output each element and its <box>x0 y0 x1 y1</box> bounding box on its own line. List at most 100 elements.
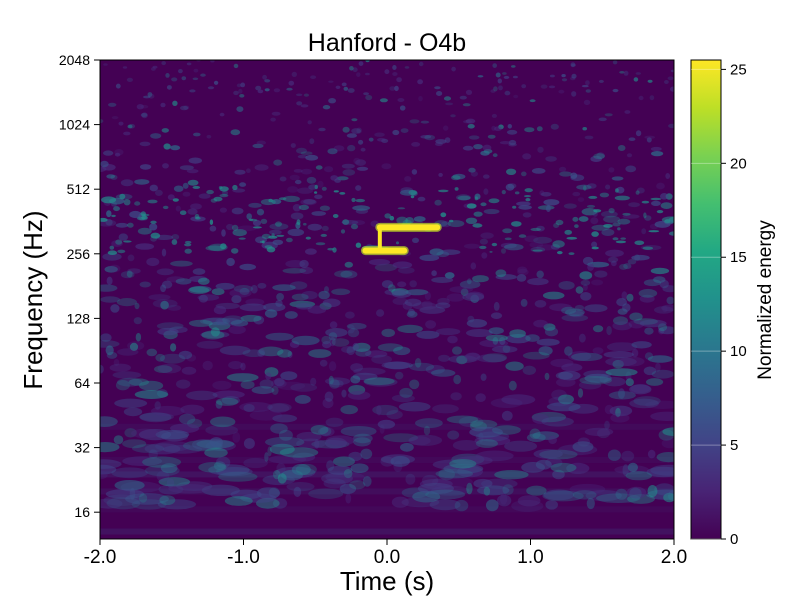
noise-blob <box>411 169 418 175</box>
noise-blob <box>621 291 628 300</box>
noise-blob <box>344 261 353 268</box>
noise-blob <box>381 280 394 289</box>
noise-blob <box>122 456 163 466</box>
noise-blob <box>286 237 293 243</box>
noise-blob <box>506 168 517 175</box>
noise-blob <box>352 342 360 351</box>
noise-blob <box>459 280 481 289</box>
noise-blob <box>467 278 472 285</box>
noise-blob <box>642 246 654 250</box>
noise-blob <box>334 178 341 183</box>
noise-blob <box>572 191 581 197</box>
noise-blob <box>579 271 593 280</box>
noise-blob <box>307 305 327 314</box>
noise-blob <box>239 287 250 296</box>
noise-blob <box>232 184 238 191</box>
noise-blob <box>401 497 440 508</box>
noise-blob <box>651 369 674 379</box>
noise-blob <box>472 275 489 283</box>
noise-blob <box>420 135 432 139</box>
noise-blob <box>633 396 661 406</box>
noise-blob <box>202 360 213 371</box>
noise-blob <box>360 147 366 152</box>
noise-blob <box>278 429 293 441</box>
noise-blob <box>492 153 498 158</box>
noise-blob <box>351 128 361 134</box>
noise-blob <box>546 204 551 212</box>
noise-blob <box>618 388 625 399</box>
noise-blob <box>325 435 355 446</box>
noise-blob <box>606 325 612 336</box>
noise-blob <box>425 320 437 329</box>
noise-blob <box>103 494 141 507</box>
noise-blob <box>662 285 674 293</box>
noise-blob <box>644 135 656 139</box>
noise-blob <box>277 473 287 484</box>
noise-blob <box>593 325 604 333</box>
colorbar-tick-label: 0 <box>730 531 738 548</box>
noise-blob <box>198 193 211 199</box>
noise-blob <box>287 228 305 237</box>
noise-blob <box>465 89 473 95</box>
noise-blob <box>294 394 311 404</box>
noise-blob <box>532 413 549 424</box>
noise-blob <box>606 342 638 352</box>
noise-blob <box>128 378 149 386</box>
noise-blob <box>256 140 266 145</box>
noise-blob <box>103 63 108 66</box>
y-tick-label: 32 <box>74 440 90 456</box>
noise-blob <box>532 249 543 252</box>
noise-blob <box>109 363 131 372</box>
noise-blob <box>239 402 273 412</box>
noise-blob <box>267 446 272 457</box>
noise-blob <box>263 302 286 312</box>
noise-blob <box>242 349 265 358</box>
noise-blob <box>631 341 652 349</box>
noise-blob <box>643 279 662 287</box>
noise-blob <box>298 204 309 211</box>
noise-blob <box>127 268 141 274</box>
noise-blob <box>494 126 502 131</box>
noise-blob <box>649 95 655 101</box>
noise-blob <box>318 427 335 437</box>
noise-blob <box>583 99 591 106</box>
noise-blob <box>552 240 565 248</box>
noise-blob <box>213 196 223 202</box>
noise-blob <box>592 347 604 355</box>
noise-blob <box>355 242 362 248</box>
noise-blob <box>475 393 486 402</box>
noise-blob <box>604 404 614 415</box>
noise-blob <box>291 335 320 346</box>
noise-blob <box>465 352 481 362</box>
noise-blob <box>314 194 323 200</box>
noise-blob <box>307 120 312 125</box>
noise-blob <box>286 87 293 91</box>
noise-blob <box>421 300 433 309</box>
noise-blob <box>162 163 169 169</box>
noise-blob <box>670 69 674 73</box>
noise-blob <box>117 249 126 254</box>
noise-blob <box>150 405 185 417</box>
noise-blob <box>133 317 142 325</box>
noise-blob <box>218 471 258 482</box>
noise-blob <box>240 82 246 88</box>
noise-blob <box>605 357 637 367</box>
noise-blob <box>181 366 197 375</box>
noise-blob <box>273 159 283 166</box>
noise-blob <box>615 407 621 418</box>
noise-blob <box>607 449 621 461</box>
noise-blob <box>186 390 218 401</box>
noise-blob <box>612 321 632 331</box>
noise-blob <box>346 322 367 330</box>
noise-blob <box>198 277 210 285</box>
noise-blob <box>566 236 578 240</box>
noise-blob <box>323 478 346 489</box>
noise-blob <box>668 231 674 236</box>
noise-blob <box>228 361 243 370</box>
noise-blob <box>512 205 517 209</box>
noise-blob <box>162 444 203 454</box>
noise-blob <box>277 349 292 358</box>
noise-blob <box>545 156 557 162</box>
noise-blob <box>399 105 406 111</box>
noise-blob <box>319 205 330 211</box>
